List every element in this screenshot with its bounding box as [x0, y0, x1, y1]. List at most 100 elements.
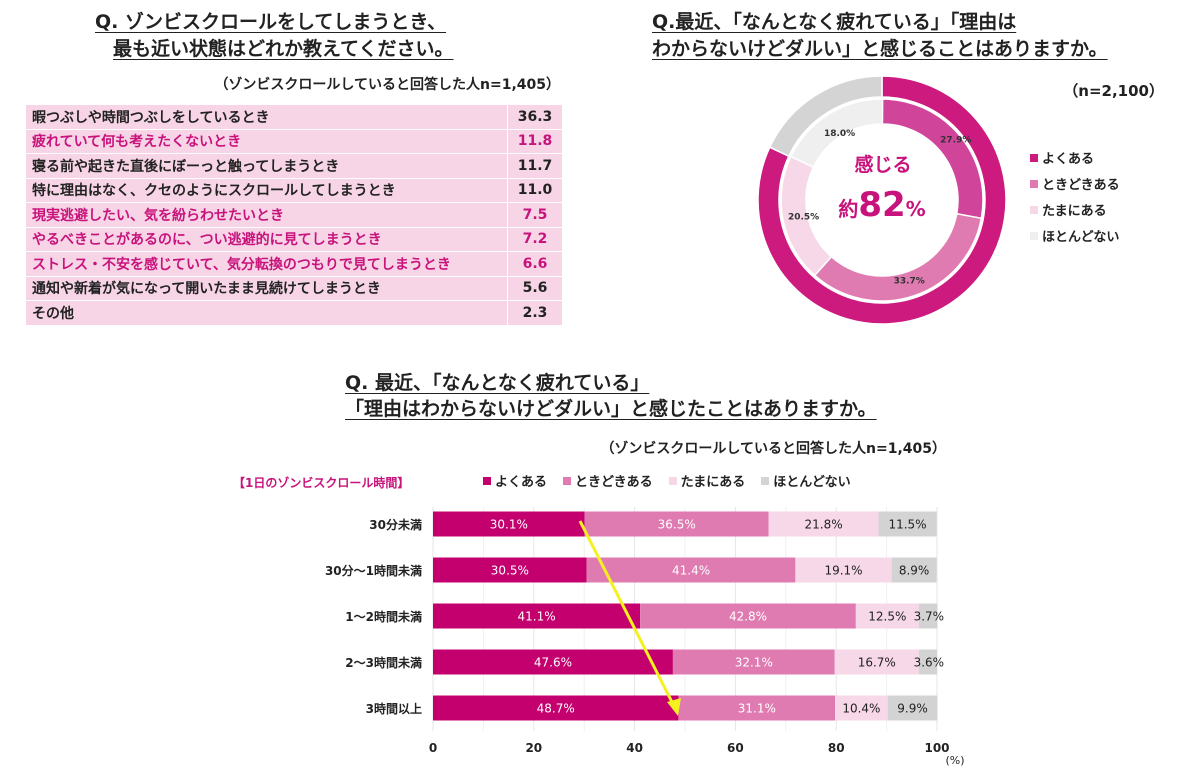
reason-value: 2.3 — [507, 300, 563, 326]
legend-swatch — [761, 476, 770, 485]
donut-legend: よくあるときどきあるたまにあるほとんどない — [1030, 148, 1120, 245]
bar-segment — [433, 695, 679, 721]
bar-segment — [891, 557, 937, 583]
legend-swatch — [1030, 179, 1038, 188]
x-axis-unit: (%) — [945, 754, 964, 767]
legend-item: たまにある — [1030, 200, 1120, 219]
outer-ring-segment — [757, 75, 1007, 325]
bar-segment — [834, 649, 919, 675]
bar-value-label: 11.5% — [888, 518, 926, 532]
slice-label: 18.0% — [824, 129, 855, 139]
table-row: その他 2.3 — [25, 300, 563, 326]
legend-swatch — [563, 476, 572, 485]
reason-value: 36.3 — [507, 104, 563, 130]
category-label: 2～3時間未満 — [345, 655, 422, 670]
arrow-head-icon — [667, 698, 681, 716]
legend-label: たまにある — [680, 475, 746, 490]
legend-label: ほとんどない — [1042, 230, 1120, 245]
bar-segment — [768, 511, 879, 537]
bar-value-label: 48.7% — [537, 702, 575, 716]
category-label: 1～2時間未満 — [345, 609, 422, 624]
bar-value-label: 41.1% — [518, 610, 556, 624]
bar-segment — [678, 695, 836, 721]
table-row: やるべきことがあるのに、つい逃避的に見てしまうとき 7.2 — [25, 226, 563, 252]
legend-item: ときどきある — [563, 471, 653, 490]
table-row: 現実逃避したい、気を紛らわせたいとき 7.5 — [25, 202, 563, 228]
reasons-table: 暇つぶしや時間つぶしをしているとき 36.3 疲れていて何も考えたくないとき 11.8… — [25, 104, 563, 326]
bar-value-label: 12.5% — [868, 610, 906, 624]
right-title-line1: Q.最近、「なんとなく疲れている」「理由は — [652, 11, 1017, 33]
bar-segment — [433, 511, 585, 537]
bar-segment — [887, 695, 938, 721]
reason-value: 7.5 — [507, 202, 563, 228]
category-label: 30分未満 — [369, 517, 422, 532]
bar-value-label: 8.9% — [899, 564, 930, 578]
reason-label: その他 — [25, 300, 508, 326]
trend-arrow — [578, 520, 676, 707]
legend-item: ときどきある — [1030, 174, 1120, 193]
bar-segment — [855, 603, 919, 629]
bottom-title-line2: 「理由はわからないけどダルい」と感じたことはありますか。 — [345, 398, 877, 420]
slice-label: 20.5% — [788, 213, 819, 223]
left-sample-note: （ゾンビスクロールしていると回答した人n=1,405） — [214, 77, 560, 93]
x-tick-label: 100 — [924, 741, 949, 755]
bar-segment — [433, 649, 673, 675]
bar-segment — [918, 649, 937, 675]
bar-value-label: 47.6% — [534, 656, 572, 670]
inner-ring-segment — [789, 98, 884, 169]
bar-value-label: 30.1% — [490, 518, 528, 532]
table-row: ストレス・不安を感じていて、気分転換のつもりで見てしまうとき 6.6 — [25, 251, 563, 277]
bar-value-label: 21.8% — [805, 518, 843, 532]
bar-segment — [433, 557, 587, 583]
bar-segment — [586, 557, 796, 583]
center-prefix: 約 — [838, 197, 859, 221]
bar-segment — [795, 557, 892, 583]
x-tick-label: 60 — [727, 741, 744, 755]
reason-value: 6.6 — [507, 251, 563, 277]
reason-label: 現実逃避したい、気を紛らわせたいとき — [25, 202, 508, 228]
reason-label: 暇つぶしや時間つぶしをしているとき — [25, 104, 508, 130]
bar-value-label: 10.4% — [842, 702, 880, 716]
x-tick-label: 20 — [525, 741, 542, 755]
reason-label: ストレス・不安を感じていて、気分転換のつもりで見てしまうとき — [25, 251, 508, 277]
stacked-bar-chart: 0 20 40 60 80 100(%) 30分未満 30.1% 36.5% 21.8% 11.5%… — [325, 507, 965, 767]
legend-swatch — [1030, 153, 1038, 162]
center-unit: % — [905, 197, 926, 221]
legend-label: ときどきある — [1042, 178, 1120, 193]
legend-swatch — [1030, 205, 1038, 214]
slice-label: 33.7% — [894, 276, 925, 286]
reason-label: 通知や新着が気になって開いたまま見続けてしまうとき — [25, 275, 508, 301]
outer-ring-segment — [768, 75, 883, 158]
legend-item: よくある — [1030, 148, 1120, 167]
right-title-line2: わからないけどダルい」と感じることはありますか。 — [652, 38, 1108, 60]
bar-segment — [878, 511, 937, 537]
reason-value: 5.6 — [507, 275, 563, 301]
reason-value: 11.7 — [507, 153, 563, 179]
legend-label: ときどきある — [575, 475, 653, 490]
table-row: 寝る前や起きた直後にぼーっと触ってしまうとき 11.7 — [25, 153, 563, 179]
reason-label: 特に理由はなく、クセのようにスクロールしてしまうとき — [25, 177, 508, 203]
bottom-sample-note: （ゾンビスクロールしていると回答した人n=1,405） — [600, 441, 946, 457]
reason-value: 11.0 — [507, 177, 563, 203]
bar-legend: よくある ときどきある たまにある ほとんどない — [483, 471, 851, 490]
category-label: 3時間以上 — [366, 701, 422, 716]
left-title-line2: 最も近い状態はどれか教えてください。 — [113, 38, 454, 60]
bar-segment — [918, 603, 938, 629]
bar-value-label: 16.7% — [858, 656, 896, 670]
bar-segment — [640, 603, 856, 629]
bar-value-label: 31.1% — [738, 702, 776, 716]
bar-segment — [584, 511, 769, 537]
legend-item: よくある — [483, 471, 547, 490]
table-row: 疲れていて何も考えたくないとき 11.8 — [25, 128, 563, 154]
bottom-title-line1: Q. 最近、「なんとなく疲れている」 — [345, 372, 650, 394]
bar-value-label: 3.7% — [914, 610, 945, 624]
bar-value-label: 3.6% — [914, 656, 945, 670]
legend-swatch — [668, 476, 677, 485]
right-sample-note: （n=2,100） — [1063, 82, 1164, 100]
center-number: 82 — [858, 185, 906, 225]
bar-segment — [433, 603, 641, 629]
bar-value-label: 36.5% — [658, 518, 696, 532]
legend-label: ほとんどない — [773, 475, 851, 490]
bar-segment — [672, 649, 835, 675]
left-title-line1: Q. ゾンビスクロールをしてしまうとき、 — [95, 11, 447, 33]
